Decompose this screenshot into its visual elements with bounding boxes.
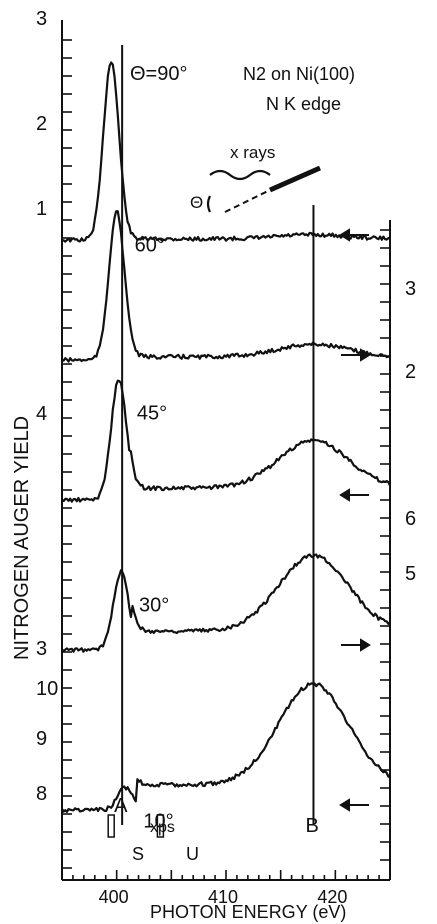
y-tick-label: 3: [36, 8, 47, 30]
direction-arrow-head: [339, 228, 350, 242]
chart-title-system: N2 on Ni(100): [243, 64, 355, 84]
y-tick-label: 4: [36, 403, 47, 425]
angle-label: 30°: [139, 595, 169, 617]
axis-ticks: 400 410 420 1 2 3 4 3 8 9 10 2 3 5 6: [36, 8, 416, 907]
inset-angle-label: Θ: [190, 193, 203, 212]
xps-left-label: S: [132, 844, 144, 864]
y-tick-label: 3: [36, 638, 47, 660]
y-axis-title: NITROGEN AUGER YIELD: [11, 416, 33, 660]
marker-label-b: B: [305, 815, 318, 837]
y-tick-label: 8: [36, 783, 47, 805]
x-axis-title: PHOTON ENERGY (eV): [150, 902, 346, 922]
spectra-curves: 60° 45° 30° 10°: [61, 61, 391, 833]
angle-label: 45°: [137, 403, 167, 425]
y-tick-label: 1: [36, 198, 47, 220]
xps-right-label: U: [186, 844, 199, 864]
angle-label: 10°: [143, 811, 173, 833]
spectrum-curve: [61, 210, 391, 363]
y-tick-label-right: 2: [405, 361, 416, 383]
xps-hatch: [156, 814, 165, 838]
direction-arrow-head: [339, 798, 350, 812]
y-tick-label: 9: [36, 728, 47, 750]
direction-arrow-head: [360, 348, 371, 362]
y-tick-label-right: 3: [405, 278, 416, 300]
xps-label: xps: [150, 819, 175, 836]
y-tick-label: 2: [36, 113, 47, 135]
angle-label-90: Θ=90°: [130, 63, 187, 85]
x-tick-label: 420: [317, 887, 347, 907]
spectrum-curve: [61, 379, 391, 503]
energy-markers: AB: [107, 45, 319, 838]
spectrum-curve: [61, 61, 391, 243]
direction-arrow-head: [339, 488, 350, 502]
y-tick-label-right: 6: [405, 508, 416, 530]
marker-label-a: A: [114, 795, 128, 817]
y-tick-label: 10: [36, 678, 58, 700]
direction-arrow-head: [360, 638, 371, 652]
chart-subtitle: N K edge: [266, 94, 341, 114]
inset-xrays-label: x rays: [230, 143, 275, 162]
y-tick-label-right: 5: [405, 563, 416, 585]
x-tick-label: 410: [208, 887, 238, 907]
spectrum-curve: [61, 553, 391, 653]
angle-label: 60°: [135, 235, 165, 257]
xray-inset: x rays Θ: [190, 143, 322, 213]
xps-hatch: [107, 814, 115, 838]
spectrum-curve: [61, 682, 391, 813]
x-tick-label: 400: [99, 887, 129, 907]
chart-title: Θ=90°: [130, 63, 187, 85]
